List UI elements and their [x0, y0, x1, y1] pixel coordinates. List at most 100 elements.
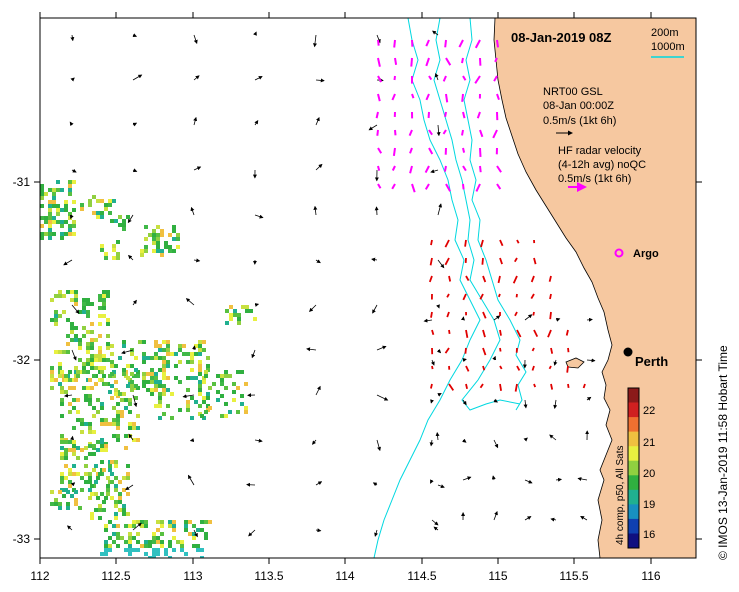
- sst-pixel: [80, 207, 84, 211]
- sst-pixel: [152, 249, 156, 253]
- sst-pixel: [104, 540, 108, 544]
- sst-pixel: [96, 496, 100, 500]
- radar-arrow-magenta: [375, 111, 379, 119]
- sst-pixel: [100, 402, 104, 406]
- sst-pixel: [40, 232, 44, 236]
- colorbar-swatch: [628, 489, 639, 505]
- model-arrow: [193, 258, 201, 263]
- sst-pixel: [68, 440, 72, 444]
- radar-arrow-red: [497, 275, 501, 284]
- sst-pixel: [146, 380, 150, 384]
- sst-pixel: [225, 321, 229, 325]
- model-arrow: [132, 74, 143, 81]
- radar-arrow-magenta: [496, 183, 502, 190]
- radar-arrow-red: [532, 311, 535, 316]
- model-arrow: [71, 168, 77, 173]
- sst-pixel: [64, 374, 68, 378]
- sst-pixel: [160, 520, 164, 524]
- sst-pixel: [108, 422, 112, 426]
- sst-pixel: [60, 208, 64, 212]
- sst-pixel: [126, 364, 130, 368]
- model-arrow: [555, 317, 561, 322]
- sst-pixel: [128, 548, 132, 552]
- sst-pixel: [182, 344, 186, 348]
- sst-pixel: [98, 354, 102, 358]
- sst-pixel: [66, 318, 70, 322]
- sst-pixel: [156, 237, 160, 241]
- sst-pixel: [68, 468, 72, 472]
- sst-pixel: [90, 366, 94, 370]
- sst-pixel: [60, 370, 64, 374]
- radar-arrow-red: [446, 293, 450, 298]
- radar-arrow-red: [479, 383, 484, 389]
- sst-pixel: [194, 400, 198, 404]
- model-arrow: [372, 482, 378, 487]
- sst-pixel: [90, 358, 94, 362]
- sst-pixel: [110, 219, 114, 223]
- model-arrow: [315, 163, 323, 171]
- sst-pixel: [140, 524, 144, 528]
- sst-pixel: [240, 370, 244, 374]
- radar-arrow-red: [516, 329, 522, 338]
- sst-pixel: [224, 386, 228, 390]
- sst-pixel: [240, 402, 244, 406]
- model-arrow: [462, 358, 467, 362]
- sst-pixel: [162, 388, 166, 392]
- sst-pixel: [88, 472, 92, 476]
- sst-pixel: [154, 388, 158, 392]
- sst-pixel: [60, 452, 64, 456]
- model-arrow: [309, 304, 317, 312]
- sst-pixel: [62, 294, 66, 298]
- radar-arrow-magenta: [461, 93, 464, 102]
- sst-pixel: [88, 430, 92, 434]
- sst-pixel: [232, 390, 236, 394]
- sst-pixel: [172, 225, 176, 229]
- sst-pixel: [198, 348, 202, 352]
- sst-pixel: [124, 524, 128, 528]
- model-arrow: [313, 205, 318, 216]
- sst-pixel: [94, 354, 98, 358]
- model-arrow: [306, 347, 317, 352]
- sst-pixel: [164, 245, 168, 249]
- sst-pixel: [116, 438, 120, 442]
- sst-pixel: [168, 245, 172, 249]
- radar-arrow-red: [516, 365, 521, 371]
- radar-arrow-magenta: [496, 93, 500, 101]
- radar-arrow-red: [499, 239, 504, 247]
- sst-pixel: [52, 232, 56, 236]
- sst-pixel: [56, 220, 60, 224]
- sst-pixel: [66, 350, 70, 354]
- model-arrow: [71, 304, 80, 314]
- sst-pixel: [128, 544, 132, 548]
- sst-pixel: [116, 524, 120, 528]
- model-arrow: [70, 77, 75, 82]
- sst-pixel: [206, 392, 210, 396]
- sst-pixel: [172, 528, 176, 532]
- sst-pixel: [144, 524, 148, 528]
- model-arrow: [193, 529, 198, 538]
- sst-pixel: [104, 203, 108, 207]
- radar-arrow-red: [448, 275, 452, 282]
- land-mass: [493, 18, 696, 558]
- sst-pixel: [124, 446, 128, 450]
- colorbar-swatch: [628, 417, 639, 433]
- sst-pixel: [154, 352, 158, 356]
- sst-pixel: [96, 410, 100, 414]
- radar-arrow-red: [514, 257, 518, 263]
- sst-pixel: [108, 468, 112, 472]
- sst-pixel: [152, 556, 156, 558]
- sst-pixel: [76, 398, 80, 402]
- model-arrow: [132, 394, 138, 408]
- sst-pixel: [174, 376, 178, 380]
- sst-pixel: [82, 386, 86, 390]
- sst-pixel: [80, 476, 84, 480]
- sst-pixel: [196, 548, 200, 552]
- sst-pixel: [68, 228, 72, 232]
- sst-pixel: [176, 540, 180, 544]
- sst-pixel: [160, 524, 164, 528]
- colorbar-label: 22: [643, 405, 655, 417]
- sst-pixel: [66, 342, 70, 346]
- radar-arrow-magenta: [445, 93, 449, 103]
- sst-pixel: [86, 370, 90, 374]
- radar-arrow-magenta: [428, 75, 433, 81]
